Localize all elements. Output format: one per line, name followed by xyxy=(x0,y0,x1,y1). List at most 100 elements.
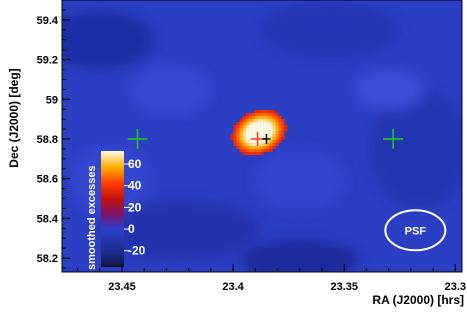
plot-frame xyxy=(61,0,463,273)
hotspot-pixel xyxy=(251,122,255,126)
x-axis-title: RA (J2000) [hrs] xyxy=(372,293,464,307)
hotspot-pixel xyxy=(251,152,255,156)
hotspot-pixel xyxy=(260,119,264,123)
y-tick-label: 58.6 xyxy=(37,174,58,186)
hotspot-pixel xyxy=(251,119,255,123)
hotspot-pixel xyxy=(266,143,270,147)
hotspot-pixel xyxy=(278,128,282,132)
hotspot-pixel xyxy=(248,125,252,129)
hotspot-pixel xyxy=(257,140,261,144)
hotspot-pixel xyxy=(233,128,237,132)
hotspot-pixel xyxy=(239,134,243,138)
hotspot-pixel xyxy=(248,122,252,126)
hotspot-pixel xyxy=(275,116,279,120)
hotspot-pixel xyxy=(263,125,267,129)
hotspot-pixel xyxy=(260,116,264,120)
hotspot-pixel xyxy=(269,122,273,126)
colorbar-tick-label: 40 xyxy=(128,179,142,193)
hotspot-pixel xyxy=(248,152,252,156)
hotspot-pixel xyxy=(254,149,258,153)
hotspot-pixel xyxy=(260,128,264,132)
hotspot-pixel xyxy=(269,134,273,138)
hotspot-pixel xyxy=(239,131,243,135)
hotspot-pixel xyxy=(233,134,237,138)
hotspot-pixel xyxy=(266,140,270,144)
hotspot-pixel xyxy=(251,140,255,144)
hotspot-pixel xyxy=(275,128,279,132)
hotspot-pixel xyxy=(239,128,243,132)
hotspot-pixel xyxy=(245,113,249,117)
colorbar-tick-label: 20 xyxy=(128,200,142,214)
hotspot-pixel xyxy=(278,134,282,138)
hotspot-pixel xyxy=(242,143,246,147)
colorbar-scale xyxy=(101,151,124,267)
hotspot-pixel xyxy=(236,131,240,135)
y-tick-label: 58.8 xyxy=(37,134,58,146)
hotspot-pixel xyxy=(239,140,243,144)
hotspot-pixel xyxy=(251,149,255,153)
hotspot-pixel xyxy=(245,134,249,138)
hotspot-pixel xyxy=(239,137,243,141)
hotspot-pixel xyxy=(245,122,249,126)
hotspot-pixel xyxy=(239,143,243,147)
y-axis-title: Dec (J2000) [deg] xyxy=(7,68,21,167)
hotspot-pixel xyxy=(242,152,246,156)
hotspot-pixel xyxy=(242,122,246,126)
hotspot-pixel xyxy=(242,146,246,150)
hotspot-pixel xyxy=(263,149,267,153)
hotspot-pixel xyxy=(251,131,255,135)
hotspot-pixel xyxy=(260,110,264,114)
hotspot-pixel xyxy=(260,152,264,156)
hotspot-pixel xyxy=(272,134,276,138)
hotspot-pixel xyxy=(263,116,267,120)
hotspot-pixel xyxy=(269,149,273,153)
hotspot-pixel xyxy=(272,119,276,123)
colorbar-tick-label: -20 xyxy=(128,244,146,258)
hotspot-pixel xyxy=(239,119,243,123)
hotspot-pixel xyxy=(275,113,279,117)
hotspot-pixel xyxy=(254,146,258,150)
hotspot-pixel xyxy=(248,113,252,117)
hotspot-pixel xyxy=(251,128,255,132)
hotspot-pixel xyxy=(278,125,282,129)
hotspot-pixel xyxy=(236,125,240,129)
hotspot-pixel xyxy=(248,134,252,138)
hotspot-pixel xyxy=(251,146,255,150)
hotspot-pixel xyxy=(272,125,276,129)
hotspot-pixel xyxy=(245,128,249,132)
hotspot-pixel xyxy=(263,134,267,138)
x-tick-label: 23.35 xyxy=(330,281,358,293)
hotspot-pixel xyxy=(269,137,273,141)
hotspot-pixel xyxy=(260,140,264,144)
y-tick-label: 58.2 xyxy=(37,253,58,265)
hotspot-pixel xyxy=(269,143,273,147)
hotspot-pixel xyxy=(236,146,240,150)
background-noise xyxy=(62,2,462,272)
y-tick-label: 59.2 xyxy=(37,55,58,67)
hotspot-pixel xyxy=(233,137,237,141)
hotspot-pixel xyxy=(257,149,261,153)
hotspot-pixel xyxy=(236,143,240,147)
hotspot-pixel xyxy=(245,137,249,141)
psf-label: PSF xyxy=(405,225,427,237)
hotspot-pixel xyxy=(257,146,261,150)
hotspot-pixel xyxy=(266,122,270,126)
hotspot-pixel xyxy=(251,134,255,138)
hotspot-pixel xyxy=(236,137,240,141)
y-tick-label: 59 xyxy=(46,94,58,106)
hotspot-pixel xyxy=(254,140,258,144)
hotspot-pixel xyxy=(254,119,258,123)
hotspot-pixel xyxy=(254,113,258,117)
hotspot-pixel xyxy=(272,137,276,141)
colorbar-tick-label: 0 xyxy=(128,222,135,236)
hotspot-pixel xyxy=(266,110,270,114)
hotspot-pixel xyxy=(272,146,276,150)
colorbar-title: smoothed excesses xyxy=(86,165,98,270)
hotspot-pixel xyxy=(248,137,252,141)
hotspot-pixel xyxy=(260,149,264,153)
hotspot-pixel xyxy=(257,110,261,114)
x-tick-label: 23.4 xyxy=(222,281,244,293)
hotspot-pixel xyxy=(272,140,276,144)
hotspot-pixel xyxy=(260,131,264,135)
hotspot-pixel xyxy=(275,143,279,147)
